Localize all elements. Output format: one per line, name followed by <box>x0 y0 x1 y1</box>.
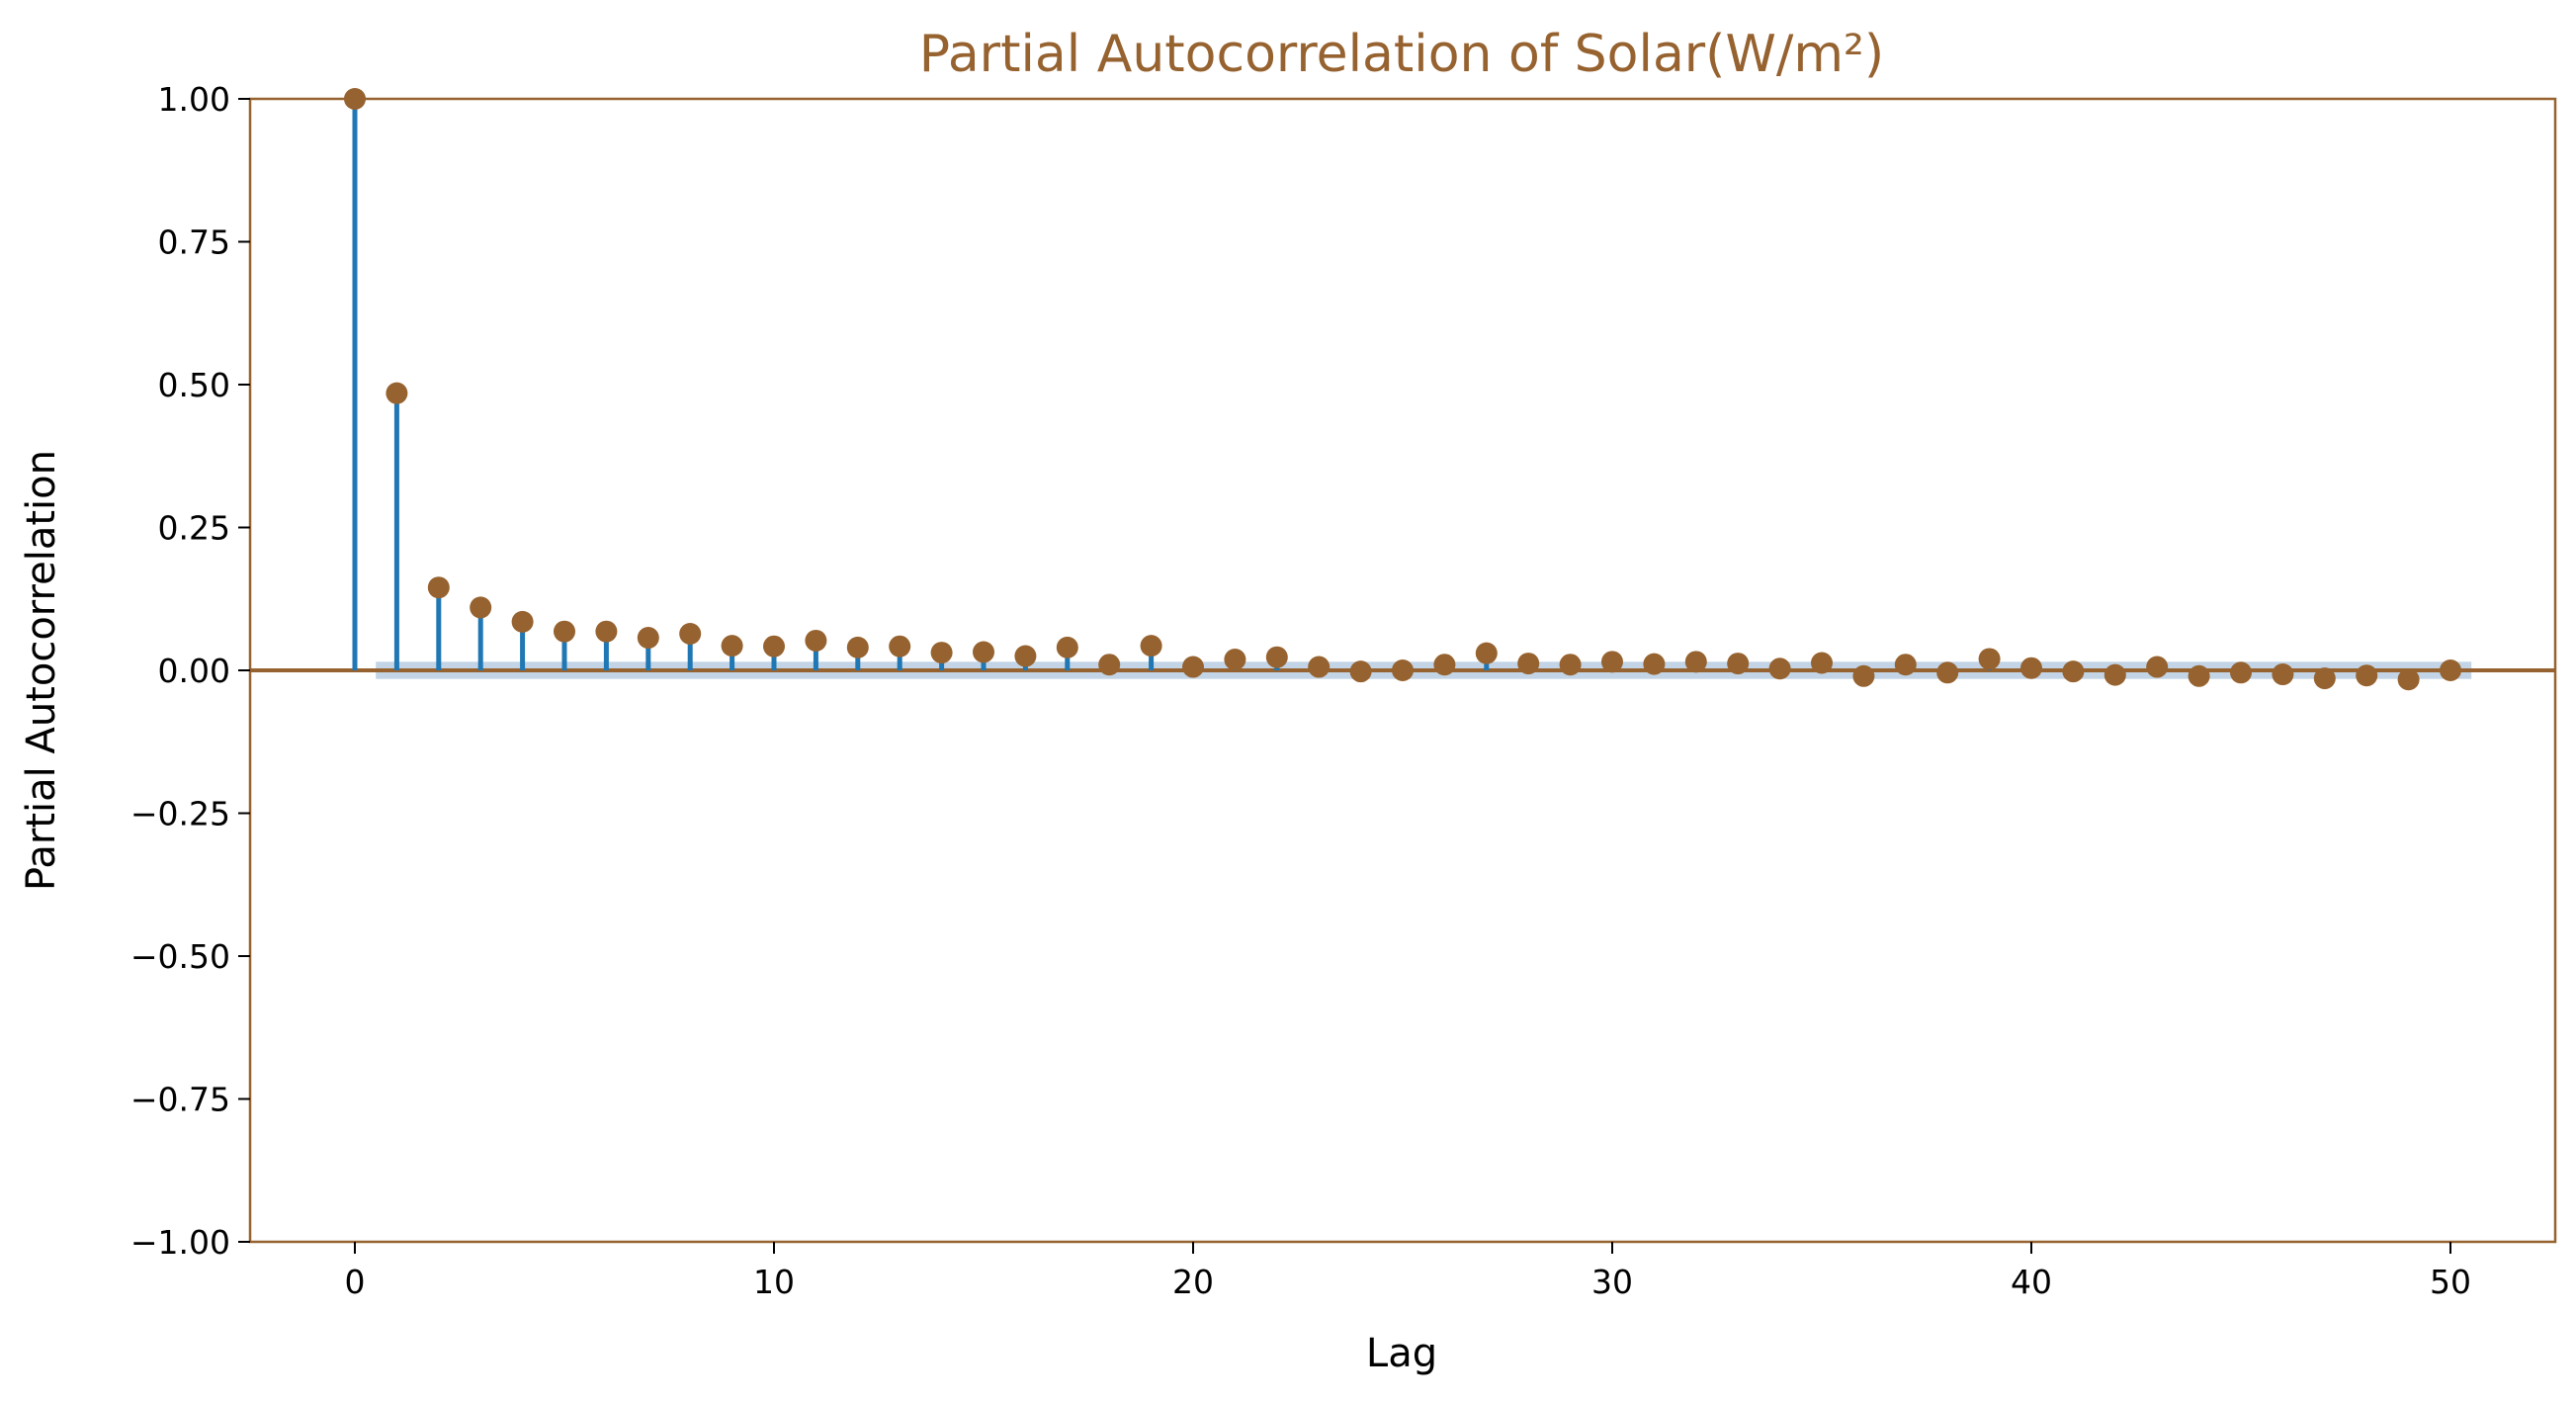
marker-lag-5 <box>554 620 575 643</box>
y-tick-label: −1.00 <box>130 1223 230 1262</box>
x-tick-label: 50 <box>2430 1263 2471 1301</box>
marker-lag-6 <box>595 620 618 643</box>
marker-lag-13 <box>889 635 911 657</box>
marker-lag-22 <box>1265 646 1288 668</box>
marker-lag-16 <box>1014 645 1037 667</box>
y-tick-label: 0.00 <box>158 652 230 690</box>
x-tick-label: 30 <box>1591 1263 1633 1301</box>
marker-lag-10 <box>763 635 785 657</box>
marker-lag-1 <box>386 382 408 404</box>
marker-lag-44 <box>2188 664 2210 687</box>
marker-lag-8 <box>679 623 702 646</box>
marker-lag-7 <box>637 627 659 650</box>
marker-lag-23 <box>1308 656 1331 678</box>
marker-lag-20 <box>1182 656 1204 678</box>
y-tick-label: 0.25 <box>158 509 230 548</box>
marker-lag-11 <box>805 629 827 652</box>
marker-lag-43 <box>2146 656 2169 678</box>
x-tick-label: 20 <box>1172 1263 1214 1301</box>
y-tick-label: −0.75 <box>130 1081 230 1119</box>
y-tick-label: 0.75 <box>158 223 230 262</box>
marker-lag-32 <box>1684 651 1707 673</box>
marker-lag-19 <box>1140 635 1162 657</box>
y-tick-label: −0.50 <box>130 937 230 976</box>
marker-lag-27 <box>1475 642 1498 664</box>
marker-lag-45 <box>2230 661 2252 684</box>
marker-lag-24 <box>1349 660 1372 683</box>
y-axis-label: Partial Autocorrelation <box>19 450 64 891</box>
marker-lag-28 <box>1517 653 1540 675</box>
x-tick-label: 0 <box>345 1263 366 1301</box>
y-tick-label: 1.00 <box>158 80 230 119</box>
y-tick-label: 0.50 <box>158 366 230 404</box>
x-tick-label: 40 <box>2011 1263 2052 1301</box>
marker-lag-39 <box>1978 648 2001 670</box>
marker-lag-35 <box>1811 652 1833 674</box>
x-tick-label: 10 <box>753 1263 795 1301</box>
marker-lag-25 <box>1392 659 1414 681</box>
marker-lag-40 <box>2020 657 2042 679</box>
marker-lag-14 <box>930 642 953 664</box>
marker-lag-50 <box>2440 659 2461 681</box>
marker-lag-17 <box>1056 636 1078 658</box>
marker-lag-49 <box>2397 668 2420 691</box>
marker-lag-41 <box>2062 660 2085 683</box>
marker-lag-18 <box>1098 654 1121 676</box>
marker-lag-38 <box>1936 661 1959 684</box>
marker-lag-12 <box>846 636 869 658</box>
y-tick-label: −0.25 <box>130 795 230 833</box>
marker-lag-36 <box>1852 664 1875 687</box>
marker-lag-21 <box>1224 649 1246 671</box>
marker-lag-37 <box>1894 654 1917 676</box>
marker-lag-2 <box>427 576 450 599</box>
x-axis-label: Lag <box>1366 1331 1437 1376</box>
marker-lag-26 <box>1433 654 1456 676</box>
marker-lag-15 <box>973 641 994 663</box>
marker-lag-34 <box>1768 657 1791 680</box>
marker-lag-48 <box>2356 664 2378 687</box>
stem-layer <box>352 99 2412 680</box>
chart-title: Partial Autocorrelation of Solar(W/m²) <box>919 25 1884 84</box>
marker-lag-46 <box>2272 663 2294 686</box>
axis-layer: 1.00 0.75 0.50 0.25 0.00 −0.25 −0.50 −0.75 −1.00… <box>130 80 2557 1301</box>
marker-lag-30 <box>1601 651 1623 673</box>
marker-layer <box>344 88 2461 691</box>
marker-lag-4 <box>511 610 534 633</box>
marker-lag-42 <box>2104 663 2126 686</box>
marker-lag-33 <box>1727 653 1750 675</box>
marker-lag-3 <box>470 596 492 619</box>
marker-lag-9 <box>721 635 743 657</box>
marker-lag-47 <box>2313 667 2336 690</box>
marker-lag-29 <box>1559 654 1582 676</box>
marker-lag-31 <box>1643 653 1666 675</box>
